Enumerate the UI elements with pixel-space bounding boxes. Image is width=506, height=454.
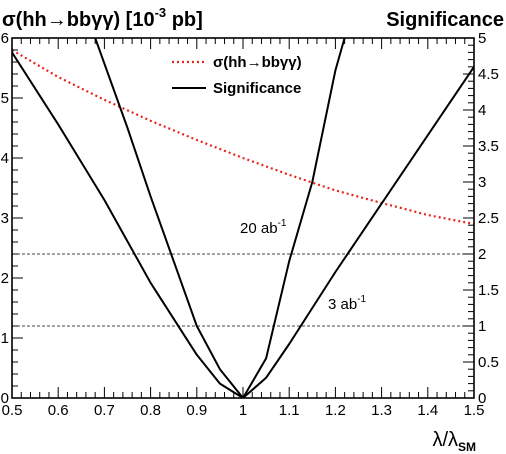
y-left-tick-label: 2 (1, 270, 9, 287)
y-right-tick-label: 3 (478, 174, 486, 191)
y-right-tick-label: 0.5 (478, 354, 499, 371)
chart-title-left: σ(hh→bbγγ) [10-3 pb] (2, 5, 203, 31)
y-right-tick-label: 2.5 (478, 210, 499, 227)
x-tick-label: 0.5 (2, 402, 23, 419)
series-line-1 (94, 38, 346, 398)
y-right-axis-ticks: 0 0.5 1 1.5 2 2.5 3 3.5 4 4.5 5 (463, 30, 499, 407)
x-tick-label: 1.3 (371, 402, 392, 419)
y-right-tick-label: 4.5 (478, 66, 499, 83)
x-tick-label: 0.7 (94, 402, 115, 419)
x-tick-label: 1.4 (417, 402, 438, 419)
y-left-tick-label: 3 (1, 210, 9, 227)
x-tick-label: 1.1 (279, 402, 300, 419)
legend: σ(hh→bbγγ) Significance (172, 54, 302, 97)
x-tick-label: 1.2 (325, 402, 346, 419)
y-left-tick-label: 0 (1, 390, 9, 407)
x-tick-label: 0.6 (48, 402, 69, 419)
y-left-tick-label: 4 (1, 150, 9, 167)
x-axis-label: λ/λSM (432, 429, 476, 454)
x-tick-label: 1 (239, 402, 247, 419)
series-line-2 (12, 51, 474, 398)
plot-area (12, 38, 474, 398)
annotation-20-ab: 20 ab-1 (240, 218, 287, 237)
x-axis-ticks: 0.5 0.6 0.7 0.8 0.9 1 1.1 1.2 1.3 1.4 1.5 (2, 38, 485, 419)
y-right-tick-label: 4 (478, 102, 486, 119)
y-left-axis-ticks: 0 1 2 3 4 5 6 (1, 30, 23, 407)
legend-label-significance: Significance (213, 80, 301, 97)
y-left-tick-label: 5 (1, 90, 9, 107)
y-left-tick-label: 1 (1, 330, 9, 347)
x-tick-label: 1.5 (464, 402, 485, 419)
y-right-tick-label: 5 (478, 30, 486, 47)
y-left-tick-label: 6 (1, 30, 9, 47)
plot-lines (12, 38, 474, 398)
legend-label-cross-section: σ(hh→bbγγ) (213, 54, 302, 71)
y-right-tick-label: 3.5 (478, 138, 499, 155)
y-right-tick-label: 2 (478, 246, 486, 263)
y-right-tick-label: 1.5 (478, 282, 499, 299)
series-line-0 (12, 49, 474, 226)
y-right-tick-label: 0 (478, 390, 486, 407)
x-tick-label: 0.9 (186, 402, 207, 419)
chart-title-right: Significance (386, 9, 504, 31)
x-tick-label: 0.8 (140, 402, 161, 419)
annotation-3-ab: 3 ab-1 (328, 294, 367, 313)
y-right-tick-label: 1 (478, 318, 486, 335)
